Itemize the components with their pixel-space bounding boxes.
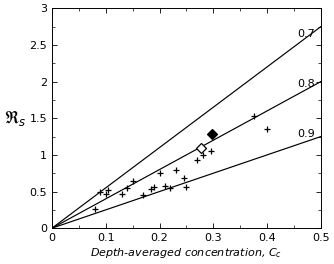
X-axis label: Depth-averaged concentration, $C_c$: Depth-averaged concentration, $C_c$ <box>91 246 283 260</box>
Text: 0.7: 0.7 <box>297 29 315 39</box>
Text: 0.8: 0.8 <box>297 79 315 89</box>
Y-axis label: $\mathfrak{R}_s$: $\mathfrak{R}_s$ <box>4 108 27 128</box>
Text: 0.9: 0.9 <box>297 129 315 139</box>
